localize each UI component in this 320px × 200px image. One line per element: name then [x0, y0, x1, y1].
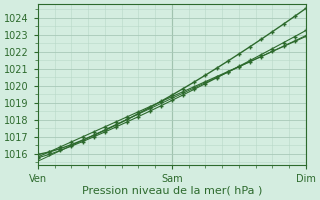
X-axis label: Pression niveau de la mer( hPa ): Pression niveau de la mer( hPa ) [82, 186, 262, 196]
